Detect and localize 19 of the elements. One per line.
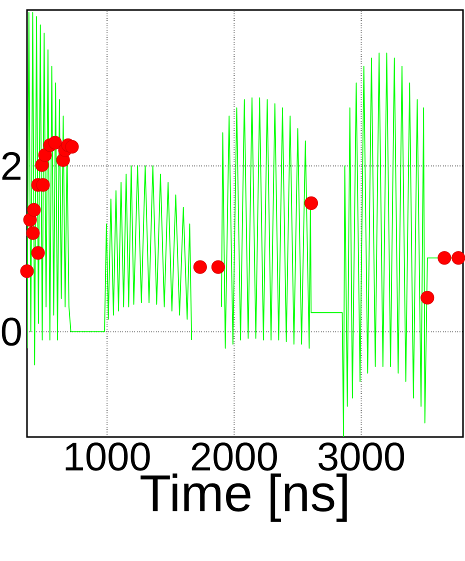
point [65,140,79,154]
point [31,246,45,260]
point [420,290,434,304]
point [48,136,62,150]
x-tick-label: 3000 [318,442,404,471]
x-axis-title: Time [ns] [140,474,347,522]
point [38,148,52,162]
x-tick-label: 2000 [192,442,277,471]
point [27,203,41,217]
point [193,260,207,274]
y-tick-label: 0 [2,318,21,346]
point [26,226,40,240]
point [36,178,50,192]
point [304,196,318,210]
point [438,251,452,265]
point [211,260,225,274]
x-tick-label: 1000 [66,442,150,471]
point [20,264,34,278]
y-tick-label: 2 [2,152,20,180]
